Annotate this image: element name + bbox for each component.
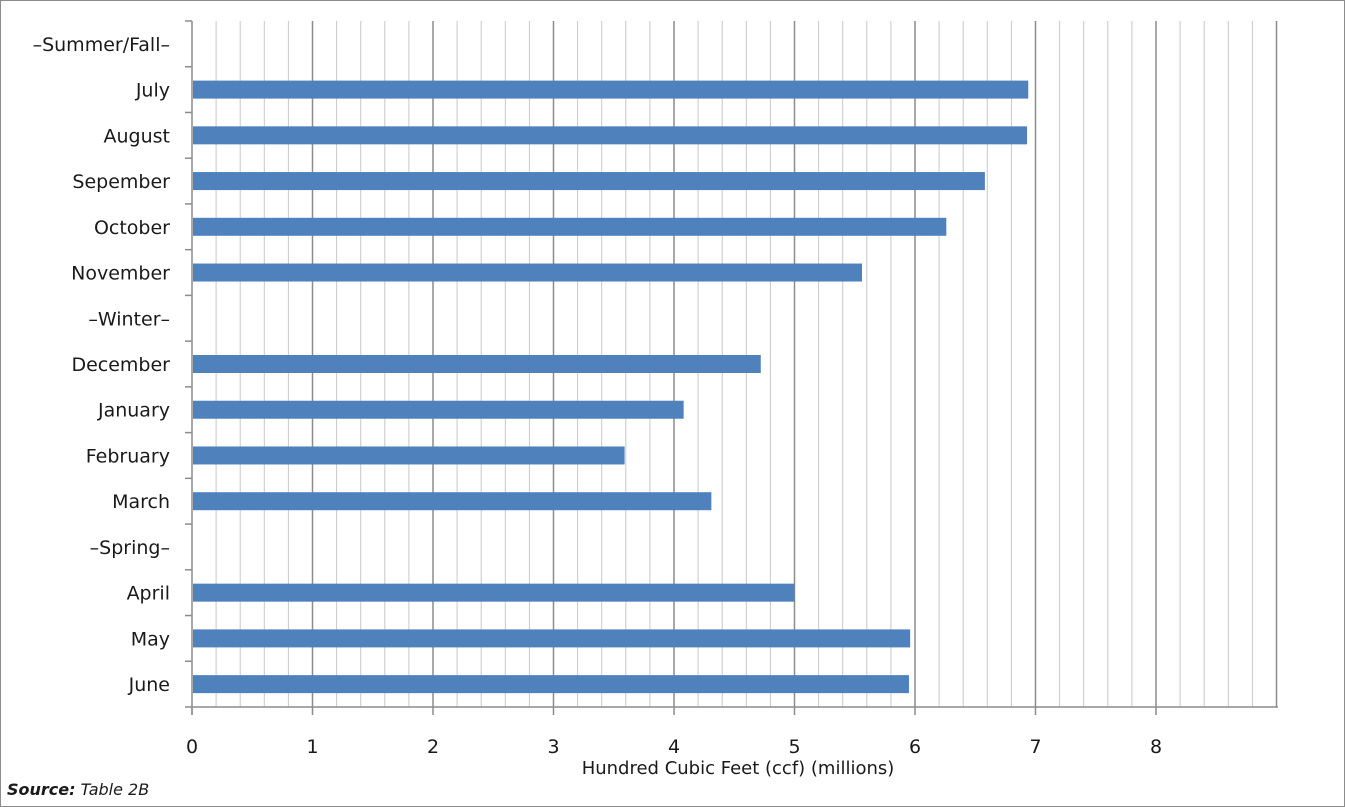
axes: [185, 20, 1278, 715]
category-label: May: [131, 628, 170, 650]
bar: [193, 446, 625, 465]
x-tick-label: 6: [909, 736, 921, 758]
source-note: Source: Table 2B: [7, 780, 149, 799]
x-tick-label: 4: [668, 736, 680, 758]
bar: [193, 629, 911, 648]
x-tick-label: 1: [306, 736, 318, 758]
bar: [193, 355, 761, 373]
bar: [193, 172, 985, 191]
x-tick-labels: 0 1 2 3 4 5 6 7 8: [186, 736, 1162, 758]
category-label: –Summer/Fall–: [33, 34, 170, 56]
bar: [193, 675, 909, 694]
category-label: –Winter–: [88, 308, 170, 330]
x-tick-label: 7: [1029, 736, 1041, 758]
bar: [193, 400, 684, 419]
bar: [193, 217, 947, 236]
category-label: August: [104, 125, 171, 147]
x-tick-label: 0: [186, 736, 198, 758]
category-label: March: [112, 491, 170, 513]
category-label: July: [135, 80, 170, 102]
source-text: Table 2B: [75, 780, 150, 799]
bar: [193, 263, 862, 282]
bar: [193, 126, 1028, 145]
category-label: January: [97, 400, 170, 422]
bar: [193, 492, 712, 511]
category-label: October: [94, 217, 170, 239]
bar: [193, 583, 795, 602]
category-label: February: [86, 445, 170, 467]
category-label: –Spring–: [90, 537, 170, 559]
category-label: Sepember: [72, 171, 170, 193]
source-label: Source:: [7, 780, 76, 799]
x-tick-label: 8: [1150, 736, 1162, 758]
x-tick-label: 3: [547, 736, 559, 758]
category-label: April: [127, 583, 170, 605]
category-label: November: [71, 263, 170, 285]
category-label: June: [128, 674, 170, 696]
category-label: December: [71, 354, 170, 376]
x-tick-label: 2: [427, 736, 439, 758]
bar: [193, 80, 1029, 99]
bars: [193, 80, 1029, 694]
x-tick-label: 5: [788, 736, 800, 758]
category-labels: –Summer/Fall– July August Sepember October No…: [33, 34, 171, 696]
x-axis-title: Hundred Cubic Feet (ccf) (millions): [582, 758, 895, 779]
